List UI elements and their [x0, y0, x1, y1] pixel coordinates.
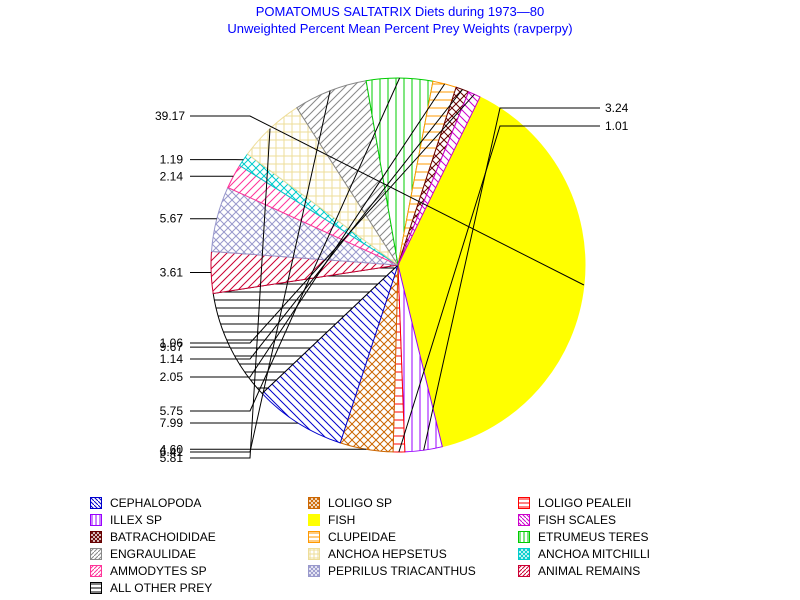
leader-line-fish-scales	[190, 93, 475, 344]
pie-slice-cephalopoda	[261, 264, 399, 444]
pie-leader-lines	[190, 77, 600, 459]
legend-label-ammodytes-sp: AMMODYTES SP	[110, 563, 207, 578]
legend-item-cephalopoda: CEPHALOPODA	[90, 494, 201, 511]
legend-item-clupeidae: CLUPEIDAE	[308, 528, 396, 545]
legend-label-cephalopoda: CEPHALOPODA	[110, 495, 202, 510]
legend-item-loligo-sp: LOLIGO SP	[308, 494, 392, 511]
legend-label-loligo-pealeii: LOLIGO PEALEII	[538, 495, 632, 510]
legend-swatch-peprilus-triacanthus	[308, 564, 320, 577]
chart-subtitle: Unweighted Percent Mean Percent Prey Wei…	[227, 21, 573, 36]
legend-swatch-all-other-prey	[90, 581, 102, 594]
leader-line-loligo-pealeii	[398, 125, 600, 453]
legend-swatch-engraulidae	[90, 547, 102, 560]
legend-swatch-etrumeus-teres	[518, 530, 530, 543]
leader-line-engraulidae	[190, 90, 331, 453]
legend-item-animal-remains: ANIMAL REMAINS	[518, 562, 640, 579]
data-label-cephalopoda: 7.99	[160, 416, 184, 430]
legend-label-loligo-sp: LOLIGO SP	[328, 495, 393, 510]
data-label-ammodytes-sp: 2.14	[160, 169, 184, 183]
legend-label-etrumeus-teres: ETRUMEUS TERES	[538, 529, 649, 544]
chart-title: POMATOMUS SALTATRIX Diets during 1973—80	[255, 4, 545, 19]
legend-swatch-anchoa-mitchilli	[518, 547, 530, 560]
legend-swatch-loligo-pealeii	[518, 496, 530, 509]
data-label-peprilus-triacanthus: 5.67	[160, 212, 184, 226]
legend-item-loligo-pealeii: LOLIGO PEALEII	[518, 494, 631, 511]
legend-label-fish-scales: FISH SCALES	[538, 512, 617, 527]
legend-swatch-loligo-sp	[308, 496, 320, 509]
legend-label-batrachoididae: BATRACHOIDIDAE	[110, 529, 216, 544]
data-label-clupeidae: 2.05	[160, 370, 184, 384]
legend-swatch-fish	[308, 513, 320, 526]
chart-title-block: POMATOMUS SALTATRIX Diets during 1973—80…	[0, 3, 800, 37]
leader-line-anchoa-hepsetus	[190, 128, 271, 459]
legend-item-anchoa-mitchilli: ANCHOA MITCHILLI	[518, 545, 650, 562]
legend-item-illex-sp: ILLEX SP	[90, 511, 162, 528]
data-label-fish-scales: 1.06	[160, 336, 184, 350]
legend-label-all-other-prey: ALL OTHER PREY	[110, 580, 213, 595]
legend-label-anchoa-hepsetus: ANCHOA HEPSETUS	[328, 546, 447, 561]
legend-swatch-cephalopoda	[90, 496, 102, 509]
pie-slices	[210, 77, 586, 453]
legend-item-engraulidae: ENGRAULIDAE	[90, 545, 196, 562]
data-label-animal-remains: 3.61	[160, 265, 184, 279]
data-label-loligo-pealeii: 1.01	[605, 119, 629, 133]
legend-item-fish: FISH	[308, 511, 355, 528]
data-label-engraulidae: 6.41	[160, 445, 184, 459]
legend-item-batrachoididae: BATRACHOIDIDAE	[90, 528, 216, 545]
data-label-etrumeus-teres: 5.75	[160, 404, 184, 418]
pie-data-labels: 39.17 3.24 1.01 4.60 7.99 9.67 3.61 5.67 2.14 1.1…	[155, 101, 629, 465]
legend-swatch-anchoa-hepsetus	[308, 547, 320, 560]
legend-item-anchoa-hepsetus: ANCHOA HEPSETUS	[308, 545, 447, 562]
data-label-illex-sp: 3.24	[605, 101, 629, 115]
legend-swatch-illex-sp	[90, 513, 102, 526]
data-label-anchoa-hepsetus: 5.81	[160, 451, 184, 465]
data-label-batrachoididae: 1.14	[160, 352, 184, 366]
legend-label-animal-remains: ANIMAL REMAINS	[538, 563, 641, 578]
data-label-all-other-prey: 9.67	[160, 340, 184, 354]
legend-label-anchoa-mitchilli: ANCHOA MITCHILLI	[538, 546, 651, 561]
legend-item-ammodytes-sp: AMMODYTES SP	[90, 562, 207, 579]
legend-swatch-animal-remains	[518, 564, 530, 577]
legend-item-peprilus-triacanthus: PEPRILUS TRIACANTHUS	[308, 562, 476, 579]
leader-line-batrachoididae	[190, 89, 463, 360]
legend-label-clupeidae: CLUPEIDAE	[328, 529, 397, 544]
legend-item-all-other-prey: ALL OTHER PREY	[90, 579, 212, 596]
leader-line-clupeidae	[190, 83, 446, 378]
data-label-fish: 39.17	[155, 109, 185, 123]
legend-swatch-batrachoididae	[90, 530, 102, 543]
legend-swatch-ammodytes-sp	[90, 564, 102, 577]
legend-label-peprilus-triacanthus: PEPRILUS TRIACANTHUS	[328, 563, 476, 578]
leader-line-illex-sp	[423, 107, 600, 451]
legend-label-engraulidae: ENGRAULIDAE	[110, 546, 197, 561]
data-label-loligo-sp: 4.60	[160, 442, 184, 456]
legend-label-illex-sp: ILLEX SP	[110, 512, 163, 527]
legend-swatch-fish-scales	[518, 513, 530, 526]
leader-line-etrumeus-teres	[190, 77, 401, 412]
legend-item-etrumeus-teres: ETRUMEUS TERES	[518, 528, 648, 545]
legend-swatch-clupeidae	[308, 530, 320, 543]
legend-label-fish: FISH	[328, 512, 356, 527]
data-label-anchoa-mitchilli: 1.19	[160, 153, 184, 167]
legend-item-fish-scales: FISH SCALES	[518, 511, 616, 528]
